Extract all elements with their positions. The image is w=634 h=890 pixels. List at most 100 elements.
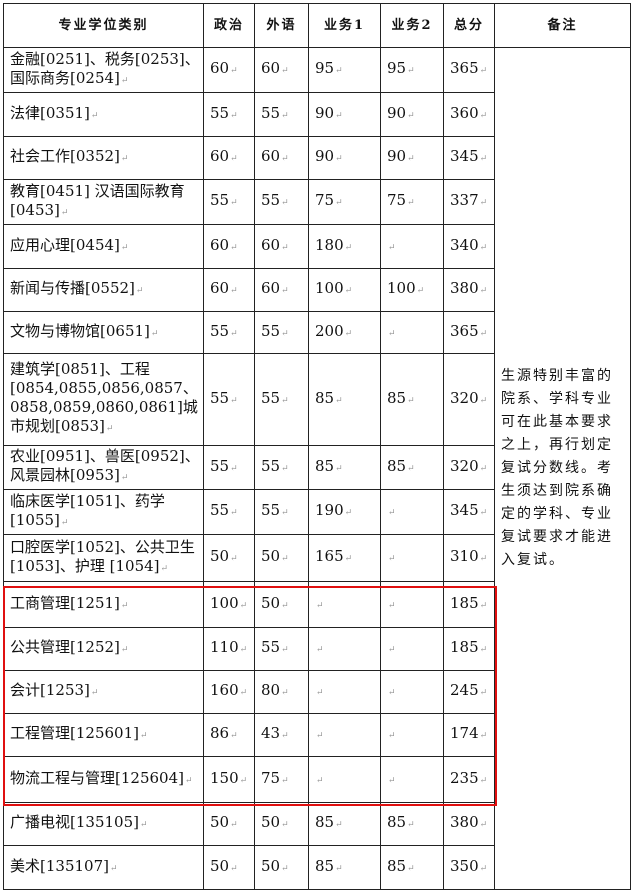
table-row: 临床医学[1051]、药学[1055]5555190345 (3, 489, 631, 535)
cell-subject1: 180 (308, 224, 381, 269)
cell-politics: 55 (203, 445, 255, 490)
cell-subject1: 190 (308, 489, 381, 535)
cell-language: 55 (254, 311, 309, 354)
cell-total: 185 (443, 581, 495, 628)
cell-politics: 60 (203, 136, 255, 180)
cell-total: 365 (443, 311, 495, 354)
cell-subject1: 90 (308, 136, 381, 180)
cell-category: 口腔医学[1052]、公共卫生 [1053]、护理 [1054] (3, 534, 204, 582)
cell-language: 55 (254, 445, 309, 490)
cell-subject1 (308, 627, 381, 671)
table-row: 建筑学[0851]、工程[0854,0855,0856,0857、0858,08… (3, 353, 631, 446)
cell-politics: 60 (203, 268, 255, 312)
cell-category: 农业[0951]、兽医[0952]、风景园林[0953] (3, 445, 204, 490)
cell-total: 245 (443, 670, 495, 714)
cell-category: 建筑学[0851]、工程[0854,0855,0856,0857、0858,08… (3, 353, 204, 446)
cell-language: 80 (254, 670, 309, 714)
cell-language: 50 (254, 802, 309, 846)
cell-total: 320 (443, 445, 495, 490)
table-row: 教育[0451] 汉语国际教育[0453]55557575337 (3, 179, 631, 225)
cell-category: 新闻与传播[0552] (3, 268, 204, 312)
cell-subject2: 95 (380, 47, 444, 93)
cell-politics: 55 (203, 179, 255, 225)
header-row: 专业学位类别 政治 外语 业务1 业务2 总分 备注 (3, 3, 631, 48)
cell-total: 345 (443, 489, 495, 535)
cell-language: 60 (254, 224, 309, 269)
cell-category: 广播电视[135105] (3, 802, 204, 846)
cell-category: 社会工作[0352] (3, 136, 204, 180)
cell-subject2 (380, 627, 444, 671)
cell-total: 174 (443, 713, 495, 757)
cell-total: 350 (443, 845, 495, 890)
cell-politics: 150 (203, 756, 255, 803)
header-subject1: 业务1 (308, 3, 381, 48)
cell-politics: 50 (203, 802, 255, 846)
cell-subject1: 85 (308, 845, 381, 890)
cell-politics: 55 (203, 353, 255, 446)
cell-total: 337 (443, 179, 495, 225)
table-row: 公共管理[1252]11055 185 (3, 627, 631, 671)
cell-politics: 55 (203, 311, 255, 354)
cell-language: 50 (254, 845, 309, 890)
cell-subject1: 85 (308, 445, 381, 490)
cell-language: 50 (254, 534, 309, 582)
cell-subject2: 85 (380, 802, 444, 846)
remark-cell: 生源特别丰富的院系、学科专业可在此基本要求之上，再行划定复试分数线。考生须达到院… (494, 47, 631, 890)
cell-subject1 (308, 713, 381, 757)
cell-category: 文物与博物馆[0651] (3, 311, 204, 354)
cell-politics: 50 (203, 534, 255, 582)
cell-category: 工商管理[1251] (3, 581, 204, 628)
table-row: 广播电视[135105]50508585380 (3, 802, 631, 846)
cell-category: 教育[0451] 汉语国际教育[0453] (3, 179, 204, 225)
cell-subject2 (380, 713, 444, 757)
cell-language: 55 (254, 489, 309, 535)
table-row: 物流工程与管理[125604]15075 235 (3, 756, 631, 803)
cell-politics: 110 (203, 627, 255, 671)
cell-category: 物流工程与管理[125604] (3, 756, 204, 803)
cell-subject2: 85 (380, 445, 444, 490)
cell-subject1: 85 (308, 353, 381, 446)
cell-politics: 100 (203, 581, 255, 628)
cell-subject1: 100 (308, 268, 381, 312)
cell-subject2 (380, 756, 444, 803)
cell-total: 235 (443, 756, 495, 803)
cell-total: 185 (443, 627, 495, 671)
table-row: 应用心理[0454]6060180340 (3, 224, 631, 269)
cell-category: 金融[0251]、税务[0253]、国际商务[0254] (3, 47, 204, 93)
cell-subject1 (308, 756, 381, 803)
table-row: 社会工作[0352]60609090345 (3, 136, 631, 180)
score-table: 专业学位类别 政治 外语 业务1 业务2 总分 备注 金融[0251]、税务[0… (3, 3, 631, 890)
cell-politics: 60 (203, 47, 255, 93)
cell-subject2 (380, 311, 444, 354)
cell-subject2: 75 (380, 179, 444, 225)
header-politics: 政治 (203, 3, 255, 48)
cell-category: 应用心理[0454] (3, 224, 204, 269)
table-row: 新闻与传播[0552]6060100100380 (3, 268, 631, 312)
cell-politics: 160 (203, 670, 255, 714)
table-row: 工商管理[1251]10050 185 (3, 581, 631, 628)
header-total: 总分 (443, 3, 495, 48)
cell-category: 临床医学[1051]、药学[1055] (3, 489, 204, 535)
cell-total: 340 (443, 224, 495, 269)
cell-total: 320 (443, 353, 495, 446)
cell-subject2 (380, 224, 444, 269)
table-row: 口腔医学[1052]、公共卫生 [1053]、护理 [1054]50501653… (3, 534, 631, 582)
cell-language: 75 (254, 756, 309, 803)
cell-politics: 50 (203, 845, 255, 890)
table-row: 工程管理[125601]8643 174 (3, 713, 631, 757)
cell-language: 55 (254, 179, 309, 225)
cell-total: 310 (443, 534, 495, 582)
cell-subject1: 95 (308, 47, 381, 93)
cell-category: 美术[135107] (3, 845, 204, 890)
table-row: 美术[135107]50508585350 (3, 845, 631, 890)
cell-politics: 55 (203, 489, 255, 535)
cell-total: 360 (443, 92, 495, 137)
cell-total: 380 (443, 268, 495, 312)
cell-total: 380 (443, 802, 495, 846)
cell-subject2: 100 (380, 268, 444, 312)
header-language: 外语 (254, 3, 309, 48)
cell-politics: 55 (203, 92, 255, 137)
cell-subject2 (380, 534, 444, 582)
cell-subject2 (380, 581, 444, 628)
cell-subject1: 85 (308, 802, 381, 846)
